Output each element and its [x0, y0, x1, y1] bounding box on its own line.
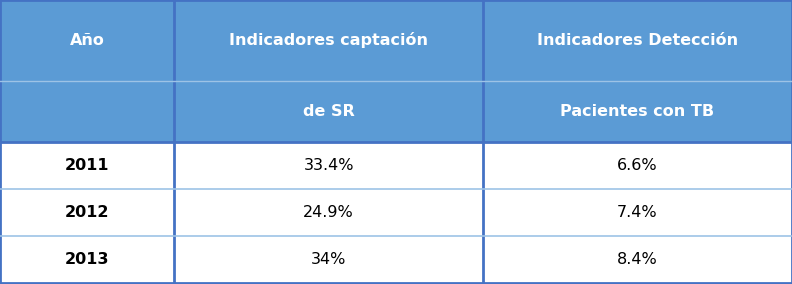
Text: de SR: de SR [303, 104, 355, 119]
Text: 33.4%: 33.4% [303, 158, 354, 173]
Text: 8.4%: 8.4% [617, 252, 658, 267]
Bar [483, 81, 792, 142]
Bar [174, 81, 483, 142]
Text: 7.4%: 7.4% [617, 205, 658, 220]
Bar [0, 81, 174, 142]
Bar [0, 142, 174, 189]
Bar [483, 0, 792, 81]
Text: 34%: 34% [311, 252, 346, 267]
Text: Año: Año [70, 33, 105, 48]
Bar [483, 142, 792, 189]
Bar [0, 189, 174, 236]
Bar [483, 236, 792, 283]
Bar [483, 189, 792, 236]
Text: 2012: 2012 [65, 205, 109, 220]
Text: Pacientes con TB: Pacientes con TB [561, 104, 714, 119]
Bar [0, 236, 174, 283]
Text: Indicadores Detección: Indicadores Detección [537, 33, 738, 48]
Bar [174, 0, 483, 81]
Bar [174, 236, 483, 283]
Text: 24.9%: 24.9% [303, 205, 354, 220]
Bar [174, 189, 483, 236]
Text: 2013: 2013 [65, 252, 109, 267]
Text: Indicadores captación: Indicadores captación [229, 32, 428, 49]
Bar [174, 142, 483, 189]
Bar [0, 0, 174, 81]
Text: 2011: 2011 [65, 158, 109, 173]
Text: 6.6%: 6.6% [617, 158, 658, 173]
